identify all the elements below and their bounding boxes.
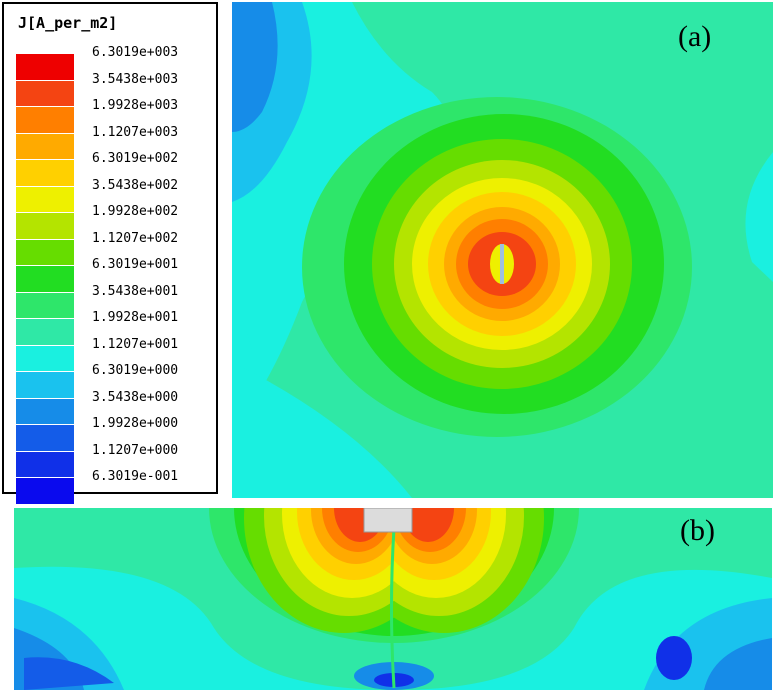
legend-swatch <box>16 319 74 345</box>
legend-tick-label: 1.1207e+003 <box>92 124 179 140</box>
legend-tick-label: 1.1207e+001 <box>92 336 179 352</box>
legend-swatch <box>16 54 74 80</box>
legend-swatch <box>16 160 74 186</box>
low-region-right-inner <box>704 638 772 690</box>
legend-swatch <box>16 292 74 318</box>
panel-b-side-view: (b) <box>14 373 772 690</box>
legend-swatch <box>16 133 74 159</box>
legend-swatch <box>16 425 74 451</box>
legend-swatch <box>16 345 74 371</box>
color-legend: J[A_per_m2] 6.3019e+003 3.5438e+003 1.9928… <box>2 2 218 504</box>
legend-swatch <box>16 80 74 106</box>
legend-swatch <box>16 186 74 212</box>
low-region-corner-inner <box>232 2 278 132</box>
legend-swatch <box>16 213 74 239</box>
legend-swatch <box>16 266 74 292</box>
legend-tick-label: 1.9928e+002 <box>92 204 179 219</box>
legend-tick-label: 1.9928e+000 <box>92 416 179 431</box>
current-density-plot-a <box>232 2 773 498</box>
conductor-block <box>363 507 413 533</box>
legend-tick-label: 1.9928e+001 <box>92 310 179 325</box>
legend-swatch <box>16 107 74 133</box>
legend-swatch <box>16 451 74 477</box>
legend-tick-label: 3.5438e+003 <box>92 71 179 87</box>
current-density-plot-b <box>14 373 772 690</box>
low-region-bottom <box>232 362 412 498</box>
legend-tick-label: 3.5438e+001 <box>92 283 179 299</box>
center-conductor <box>500 244 504 284</box>
legend-swatch <box>16 372 74 398</box>
legend-tick-label: 6.3019e+001 <box>92 257 179 272</box>
panel-label-a: (a) <box>678 20 712 53</box>
legend-tick-label: 6.3019e+003 <box>92 45 179 60</box>
low-region-left-core <box>24 657 114 690</box>
legend-tick-label: 1.1207e+002 <box>92 230 179 246</box>
panel-label-b: (b) <box>680 514 715 547</box>
legend-tick-label: 1.9928e+003 <box>92 98 179 113</box>
legend-tick-label: 6.3019e+000 <box>92 363 179 378</box>
legend-swatch <box>16 239 74 265</box>
center-seam <box>390 527 396 689</box>
low-spot-right <box>656 636 692 680</box>
legend-tick-label: 3.5438e+002 <box>92 177 179 193</box>
legend-title: J[A_per_m2] <box>18 14 118 32</box>
legend-swatch <box>16 478 74 504</box>
low-region-right <box>745 152 773 282</box>
legend-tick-label: 3.5438e+000 <box>92 389 179 405</box>
panel-a-top-view: (a) <box>232 2 773 498</box>
legend-tick-label: 6.3019e+002 <box>92 151 179 166</box>
legend-swatch <box>16 398 74 424</box>
legend-tick-label: 1.1207e+000 <box>92 442 179 458</box>
legend-tick-label: 6.3019e-001 <box>92 469 179 484</box>
